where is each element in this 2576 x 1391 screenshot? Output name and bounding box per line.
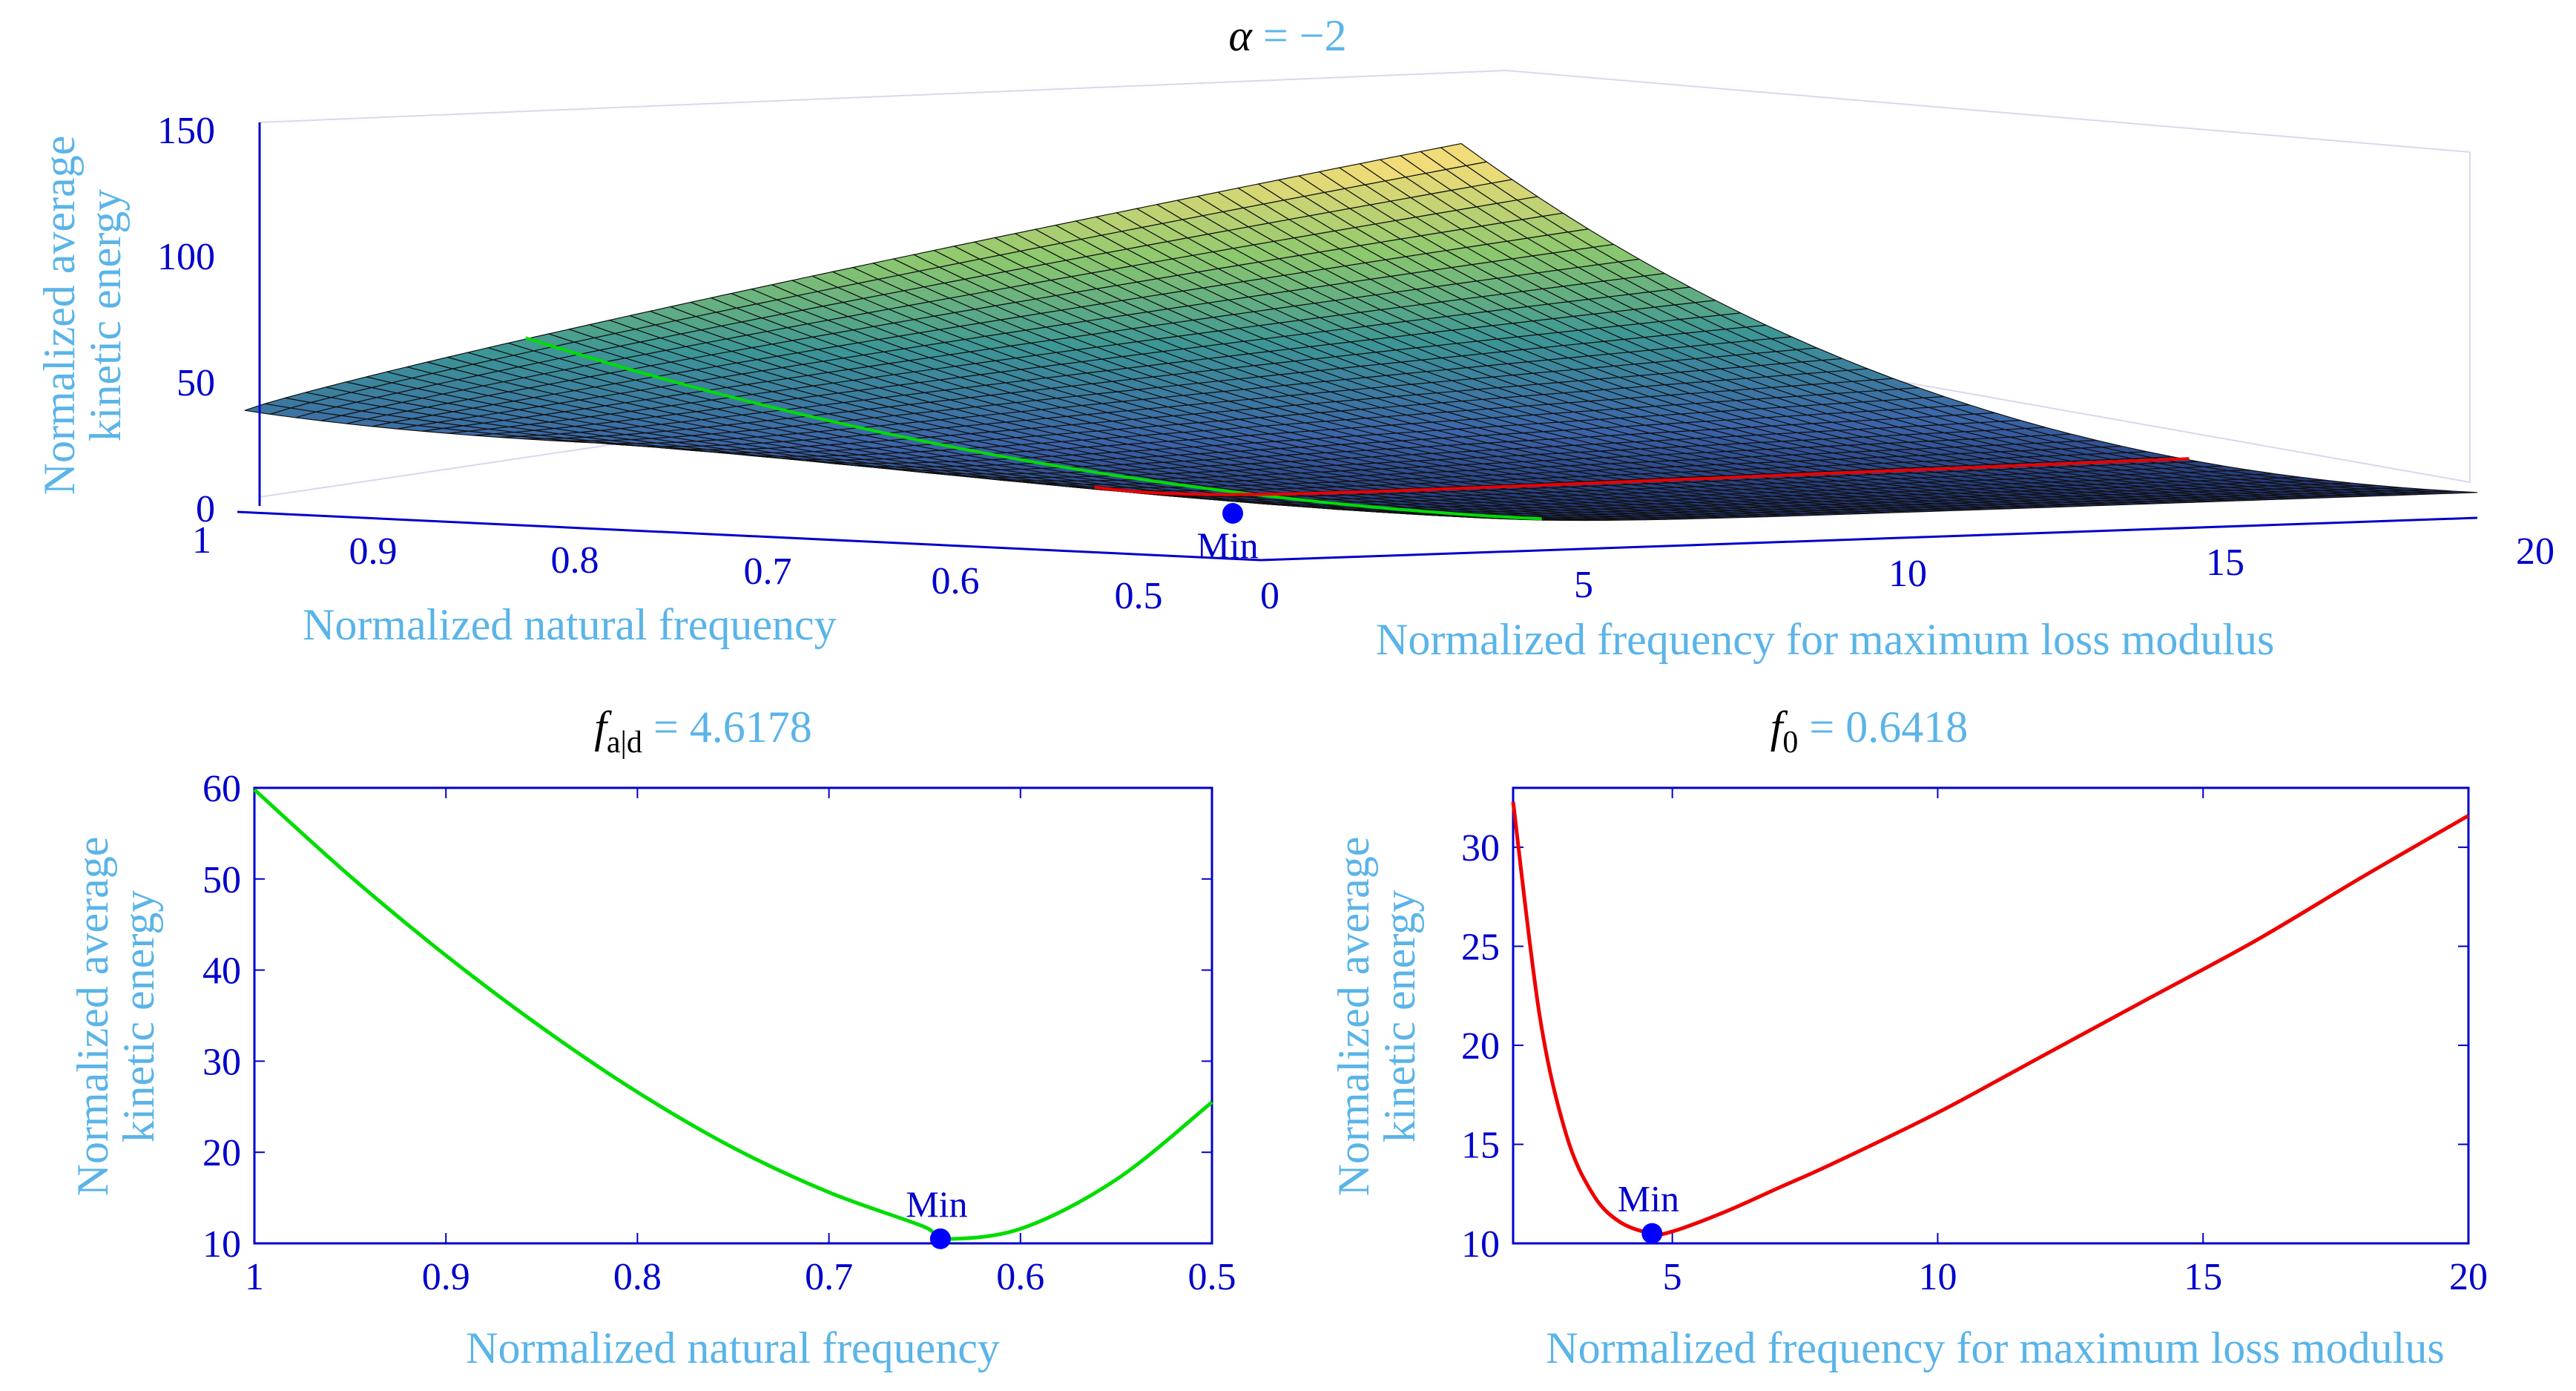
left-xtick-label: 0.9 <box>422 1256 470 1298</box>
right-ylabel-line2: kinetic energy <box>1375 890 1424 1142</box>
right-xtick-label: 15 <box>2184 1256 2222 1298</box>
surface-curves <box>525 336 2190 521</box>
z-tick-0: 0 <box>196 488 215 530</box>
left-plot-frame <box>253 786 1213 1245</box>
right-title-sub: 0 <box>1782 726 1798 760</box>
surface-title-symbol: α <box>1228 11 1253 60</box>
surface-zlabel-line1: Normalized average <box>35 136 84 496</box>
surface-title: α = −2 <box>1228 11 1346 60</box>
right-plot-frame <box>1512 786 2470 1245</box>
left-xtick-label: 1 <box>245 1256 264 1298</box>
surface-chart: α = −2 0 50 100 150 1 0.9 0.8 0.7 0.6 0.… <box>35 11 2554 664</box>
right-min-marker <box>1641 1223 1663 1244</box>
y3d-tick-15: 15 <box>2206 542 2244 584</box>
z-tick-50: 50 <box>177 362 215 404</box>
surface-axes <box>237 122 2478 562</box>
surface-mesh <box>244 142 2478 522</box>
left-xtick-label: 0.7 <box>805 1256 853 1298</box>
x3d-tick-0.5: 0.5 <box>1115 575 1163 617</box>
left-ytick-label: 40 <box>202 950 241 993</box>
surface-min-marker <box>1222 503 1243 524</box>
left-title-sub: a|d <box>607 726 642 760</box>
right-ytick-label: 15 <box>1461 1125 1500 1167</box>
right-min-label: Min <box>1618 1178 1679 1220</box>
left-ytick-label: 20 <box>202 1132 241 1174</box>
surface-ylabel: Normalized frequency for maximum loss mo… <box>1376 615 2274 664</box>
left-ytick-label: 60 <box>202 768 241 810</box>
left-ylabel-line2: kinetic energy <box>114 890 163 1142</box>
right-ytick-label: 25 <box>1461 927 1500 969</box>
right-xtick-label: 10 <box>1918 1256 1957 1298</box>
surface-curve-green <box>525 336 1542 521</box>
left-title: fa|d = 4.6178 <box>594 703 812 760</box>
right-title-value: = 0.6418 <box>1798 703 1968 752</box>
surface-patch <box>1440 142 1488 166</box>
right-ytick-label: 10 <box>1461 1223 1500 1266</box>
x3d-tick-1: 1 <box>192 519 211 562</box>
x3d-tick-0.9: 0.9 <box>349 530 398 573</box>
right-ytick-label: 20 <box>1461 1025 1500 1068</box>
left-min-marker <box>929 1228 951 1249</box>
x3d-tick-0.6: 0.6 <box>932 560 980 602</box>
left-xlabel: Normalized natural frequency <box>466 1323 1000 1372</box>
line-chart-loss-modulus-frequency: f0 = 0.6418 5 10 15 20 10 15 20 25 30 Min Normal… <box>1329 703 2488 1372</box>
right-xtick-label: 5 <box>1663 1256 1682 1298</box>
right-xtick-label: 20 <box>2449 1256 2488 1298</box>
surface-curve-red <box>1094 457 2190 496</box>
left-ytick-label: 30 <box>202 1041 241 1083</box>
left-ytick-label: 50 <box>202 859 241 901</box>
surface-zlabel-line2: kinetic energy <box>81 189 130 441</box>
y3d-tick-5: 5 <box>1574 564 1593 606</box>
right-ylabel-line1: Normalized average <box>1329 837 1378 1197</box>
x3d-tick-0.8: 0.8 <box>551 539 599 582</box>
left-ytick-label: 10 <box>202 1223 241 1266</box>
right-title: f0 = 0.6418 <box>1770 703 1969 760</box>
z-tick-150: 150 <box>157 110 215 152</box>
left-series-green <box>253 788 1213 1241</box>
surface-xlabel: Normalized natural frequency <box>303 600 837 649</box>
left-xtick-label: 0.8 <box>613 1256 662 1298</box>
left-xtick-label: 0.5 <box>1188 1256 1236 1298</box>
left-ylabel-line1: Normalized average <box>68 837 117 1197</box>
right-series-red <box>1511 801 2470 1237</box>
y3d-tick-20: 20 <box>2516 530 2554 573</box>
x3d-tick-0.7: 0.7 <box>744 550 792 593</box>
z-tick-100: 100 <box>157 236 215 278</box>
surface-min-label: Min <box>1196 524 1258 566</box>
left-xtick-label: 0.6 <box>996 1256 1044 1298</box>
surface-title-value: = −2 <box>1252 11 1347 60</box>
right-xlabel: Normalized frequency for maximum loss mo… <box>1546 1323 2444 1372</box>
y3d-tick-10: 10 <box>1888 553 1927 595</box>
y3d-tick-0: 0 <box>1260 575 1279 617</box>
left-min-label: Min <box>906 1183 967 1225</box>
line-chart-natural-frequency: fa|d = 4.6178 1 0.9 0.8 0.7 0.6 0.5 10 20 30 40 50… <box>68 703 1236 1372</box>
right-ytick-label: 30 <box>1461 827 1500 869</box>
left-title-value: = 4.6178 <box>642 703 812 752</box>
